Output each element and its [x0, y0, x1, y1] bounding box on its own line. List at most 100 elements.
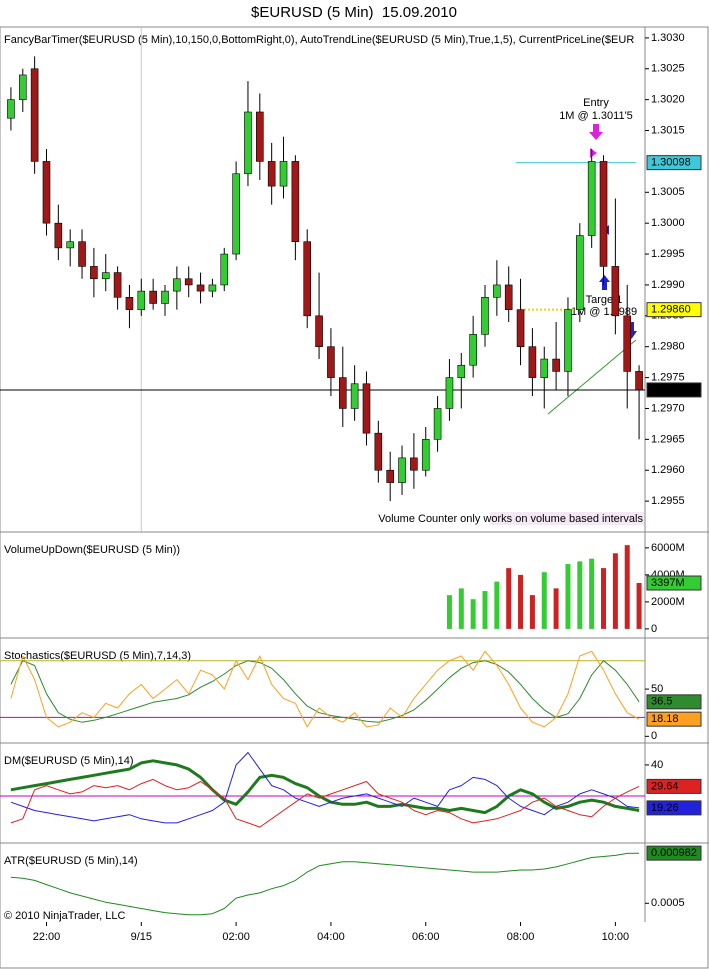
candle-body	[469, 334, 477, 366]
y-tick-label: 1.2960	[651, 464, 685, 476]
candle-body	[504, 284, 513, 310]
value-tag-label: 1.2973	[651, 384, 685, 396]
volume-bar	[482, 591, 488, 629]
value-tag	[646, 155, 702, 171]
candle-body	[552, 358, 560, 372]
note-background	[490, 512, 644, 525]
candle-body	[338, 377, 347, 409]
candle-body	[244, 111, 252, 175]
value-tag	[646, 778, 702, 794]
volume-bar	[636, 583, 642, 629]
candle-body	[528, 346, 537, 378]
indicator-line	[10, 778, 640, 828]
candle-body	[196, 284, 205, 292]
panel-label: VolumeUpDown($EURUSD (5 Min))	[4, 544, 180, 556]
candle-body	[18, 74, 27, 100]
y-tick-label: 1.2990	[651, 279, 685, 291]
candle-body	[350, 383, 359, 409]
volume-bar	[624, 545, 630, 629]
y-tick-label: 1.2955	[651, 495, 685, 507]
volume-bar	[577, 561, 583, 629]
candle-body	[161, 290, 169, 304]
y-tick-label: 1.3030	[651, 32, 685, 44]
value-tag-label: 36.5	[651, 696, 672, 708]
x-tick-label: 10:00	[602, 931, 630, 943]
y-tick-label: 1.3025	[651, 63, 685, 75]
indicator-line	[10, 650, 640, 728]
value-tag-label: 1.30098	[651, 157, 691, 169]
x-tick-label: 06:00	[412, 931, 440, 943]
trend-line	[547, 339, 637, 415]
candle-body	[232, 173, 240, 255]
x-tick-label: 22:00	[33, 931, 61, 943]
volume-bar	[565, 564, 571, 629]
value-tag	[646, 302, 702, 318]
candle-body	[386, 469, 394, 483]
candle-body	[481, 296, 489, 335]
candle-body	[398, 457, 406, 483]
candle-body	[599, 161, 608, 267]
candle-body	[78, 241, 86, 267]
candle-body	[184, 278, 193, 286]
candle-body	[457, 364, 466, 378]
x-tick-label: 08:00	[507, 931, 535, 943]
candle-body	[362, 383, 371, 434]
value-tag-label: 29.64	[651, 780, 679, 792]
indicator-line	[10, 660, 640, 723]
note: Volume Counter only works on volume base…	[378, 513, 643, 525]
candle-body	[7, 99, 15, 119]
y-tick-label: 50	[651, 683, 663, 695]
candle-body	[267, 161, 276, 187]
y-tick-label: 1.2995	[651, 248, 685, 260]
annotation: 1M @ 1.3011'5	[559, 110, 633, 122]
x-tick-label: 9/15	[131, 931, 152, 943]
y-tick-label: 1.2965	[651, 433, 685, 445]
candle-body	[327, 346, 335, 378]
y-tick-label: 1.2970	[651, 402, 685, 414]
candle-body	[291, 161, 300, 243]
candle-body	[279, 161, 288, 187]
entry-arrow	[589, 124, 603, 140]
value-tag	[646, 382, 702, 398]
copyright: © 2010 NinjaTrader, LLC	[4, 910, 125, 922]
candle-body	[101, 272, 110, 280]
y-tick-label: 1.2975	[651, 371, 685, 383]
volume-bar	[589, 558, 595, 629]
chart-title: $EURUSD (5 Min) 15.09.2010	[251, 4, 457, 21]
y-tick-label: 2000M	[651, 596, 685, 608]
candle-body	[90, 266, 98, 280]
candle-body	[149, 290, 157, 304]
candle-body	[410, 457, 418, 471]
y-tick-label: 40	[651, 759, 663, 771]
volume-bar	[541, 572, 547, 629]
value-tag	[646, 575, 702, 591]
volume-bar	[553, 588, 559, 629]
candle-body	[564, 309, 572, 372]
candle-body	[540, 358, 549, 378]
candle-body	[611, 266, 620, 317]
candle-body	[421, 439, 430, 471]
candle-body	[66, 241, 74, 249]
value-tag-label: 1.29860	[651, 304, 691, 316]
panel-label: ATR($EURUSD (5 Min),14)	[4, 855, 138, 867]
candle-body	[516, 309, 525, 348]
value-tag-label: 3397M	[651, 577, 685, 589]
indicator-line	[10, 752, 640, 824]
volume-bar	[601, 568, 607, 629]
y-tick-label: 0	[651, 623, 657, 635]
candle-body	[256, 111, 264, 162]
indicator-line	[10, 852, 640, 916]
indicator-line	[10, 759, 640, 815]
candle-body	[445, 377, 454, 409]
panel-label: DM($EURUSD (5 Min),14)	[4, 755, 134, 767]
candle-body	[303, 241, 312, 317]
volume-bar	[506, 568, 512, 629]
candle-body	[220, 253, 229, 286]
volume-bar	[494, 581, 500, 629]
volume-bar	[518, 574, 524, 629]
panel-label: FancyBarTimer($EURUSD (5 Min),10,150,0,B…	[4, 34, 634, 46]
value-tag-label: 18.18	[651, 713, 679, 725]
candle-body	[635, 371, 643, 391]
